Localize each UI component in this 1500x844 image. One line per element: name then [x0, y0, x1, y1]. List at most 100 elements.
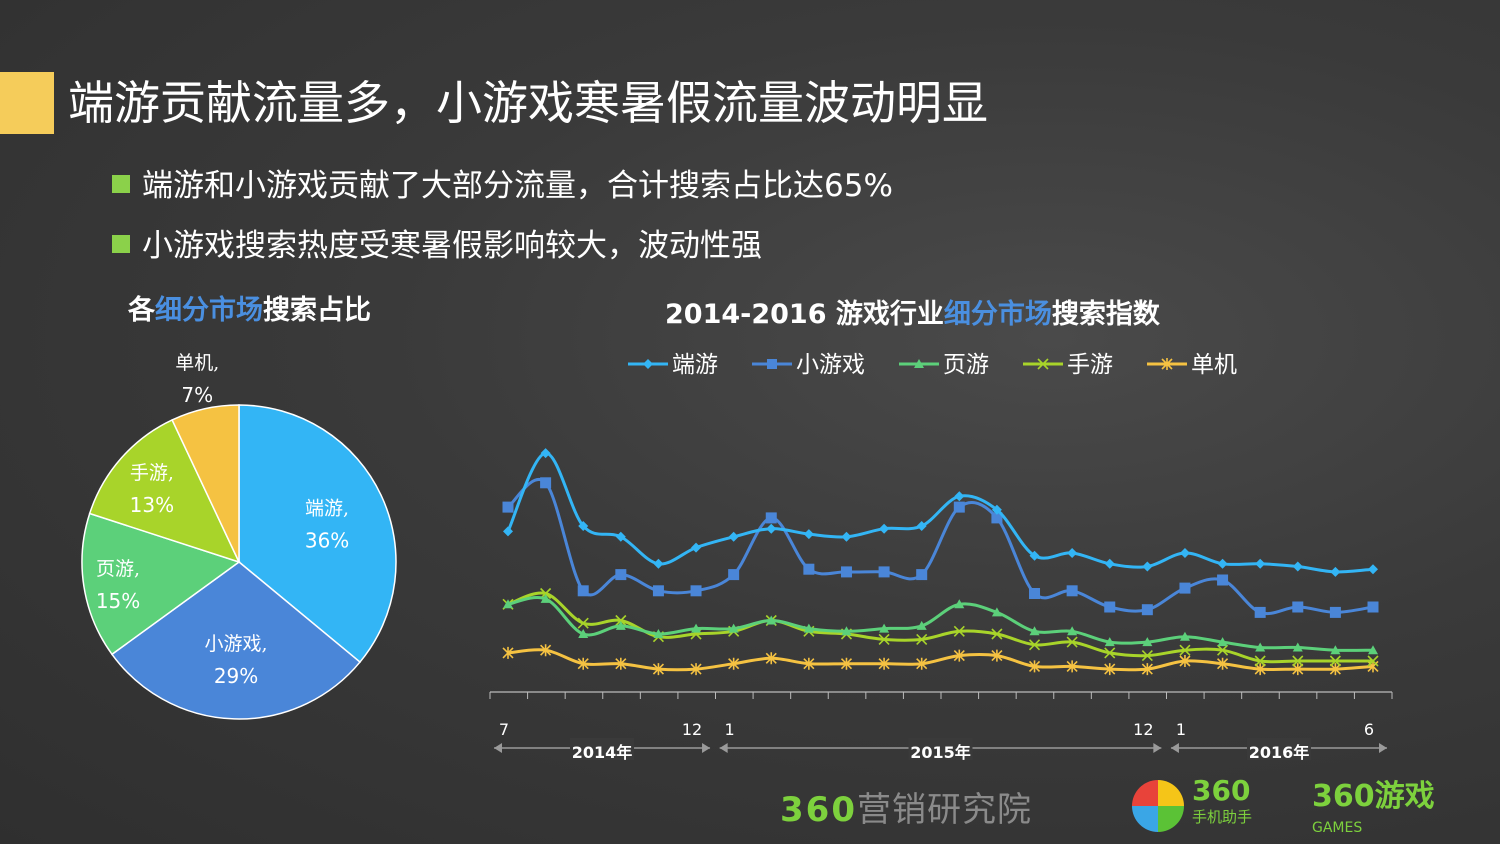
- pie-label-value: 7%: [181, 383, 213, 407]
- legend-item-1: 端游: [628, 352, 718, 378]
- data-point-x: [1141, 650, 1153, 662]
- series-5: [502, 644, 1379, 676]
- series-3: [503, 593, 1378, 655]
- data-point-x: [1329, 655, 1341, 667]
- pie-slice-1: [238, 404, 397, 664]
- brand-assistant-num: 360: [1192, 774, 1251, 807]
- brand-games-num: 360: [1312, 779, 1375, 814]
- data-point-square: [916, 569, 928, 581]
- brand-360-assistant: 360 手机助手: [1192, 777, 1252, 830]
- bullet-text: 端游和小游戏贡献了大部分流量，合计搜索占比达65%: [142, 168, 893, 204]
- year-range-arrow-left: [494, 743, 502, 753]
- year-range: 2014年: [494, 738, 711, 762]
- data-point-diamond: [643, 359, 653, 369]
- data-point-star: [1254, 663, 1266, 676]
- data-point-x: [577, 617, 589, 629]
- data-point-triangle: [803, 623, 814, 633]
- data-point-star: [577, 657, 589, 670]
- data-point-star: [1161, 358, 1173, 370]
- data-point-triangle: [879, 623, 890, 633]
- data-point-square: [765, 512, 777, 524]
- data-point-triangle: [1330, 645, 1341, 655]
- data-point-square: [1254, 606, 1266, 618]
- data-point-square: [1217, 574, 1229, 586]
- legend-label: 手游: [1067, 352, 1113, 378]
- pie-chart-title: 各细分市场搜索占比: [128, 288, 371, 327]
- data-point-square: [1367, 601, 1379, 613]
- data-point-square: [953, 501, 965, 513]
- data-point-star: [878, 657, 890, 670]
- data-point-star: [615, 657, 627, 670]
- data-point-diamond: [578, 521, 589, 531]
- data-point-x: [1254, 655, 1266, 667]
- data-point-star: [652, 663, 665, 676]
- data-point-square: [652, 585, 664, 597]
- brand-360-research: 360营销研究院: [780, 782, 1032, 831]
- page-title: 端游贡献流量多，小游戏寒暑假流量波动明显: [68, 76, 988, 130]
- data-point-star: [540, 644, 552, 657]
- data-point-diamond: [1067, 548, 1078, 558]
- x-tick-label: 1: [725, 720, 735, 739]
- data-point-triangle: [728, 623, 739, 633]
- pie-title-post: 搜索占比: [263, 295, 371, 326]
- series-line: [506, 478, 1374, 615]
- year-label-bg: [1246, 738, 1311, 760]
- bullet-item-1: 端游和小游戏贡献了大部分流量，合计搜索占比达65%: [112, 166, 893, 206]
- series-line: [506, 451, 1374, 574]
- data-point-star: [916, 657, 928, 670]
- data-point-diamond: [1217, 558, 1228, 569]
- legend-label: 端游: [672, 352, 718, 378]
- data-point-star: [1066, 660, 1078, 673]
- data-point-square: [690, 585, 702, 597]
- data-point-diamond: [991, 504, 1002, 515]
- data-point-diamond: [1255, 558, 1266, 569]
- legend-label: 单机: [1191, 352, 1237, 378]
- legend-item-2: 小游戏: [752, 352, 865, 378]
- data-point-square: [1179, 582, 1191, 594]
- data-point-triangle: [766, 615, 777, 625]
- brand-research-num: 360: [780, 790, 857, 830]
- data-point-triangle: [1255, 642, 1266, 652]
- data-point-diamond: [879, 523, 890, 534]
- data-point-star: [1329, 663, 1341, 676]
- pie-label-value: 13%: [130, 493, 174, 517]
- legend-item-4: 手游: [1023, 352, 1113, 378]
- data-point-square: [878, 566, 890, 578]
- data-point-x: [1037, 358, 1049, 370]
- data-point-triangle: [954, 599, 965, 609]
- year-range-arrow-right: [1153, 743, 1162, 753]
- data-point-square: [1329, 606, 1341, 618]
- series-2: [502, 477, 1379, 618]
- data-point-star: [1028, 660, 1041, 673]
- bullet-square-icon: [112, 175, 130, 193]
- x-tick-label: 12: [1133, 720, 1153, 739]
- series-line: [507, 648, 1374, 672]
- data-point-diamond: [1142, 561, 1153, 572]
- data-point-x: [916, 633, 928, 645]
- data-point-square: [767, 359, 777, 369]
- data-point-square: [540, 477, 552, 489]
- x-tick-label: 1: [1176, 720, 1186, 739]
- data-point-triangle: [841, 626, 852, 636]
- data-point-triangle: [578, 629, 589, 638]
- data-point-diamond: [916, 521, 927, 531]
- data-point-diamond: [691, 542, 702, 553]
- data-point-triangle: [540, 593, 551, 603]
- pie-slice-3: [81, 512, 241, 656]
- data-point-diamond: [1029, 550, 1040, 561]
- data-point-diamond: [1179, 548, 1190, 558]
- year-range-arrow-right: [702, 743, 711, 753]
- data-point-diamond: [503, 526, 513, 537]
- data-point-x: [953, 625, 965, 637]
- legend-label: 页游: [943, 352, 989, 378]
- data-point-star: [840, 657, 853, 670]
- data-point-x: [1179, 644, 1191, 656]
- pie-label-name: 小游戏,: [205, 633, 268, 655]
- data-point-star: [953, 649, 965, 662]
- pie-slice-4: [88, 418, 241, 564]
- pie-label-name: 端游,: [305, 498, 349, 520]
- year-range-arrow-left: [719, 743, 728, 753]
- data-point-square: [728, 569, 740, 581]
- data-point-star: [728, 657, 740, 670]
